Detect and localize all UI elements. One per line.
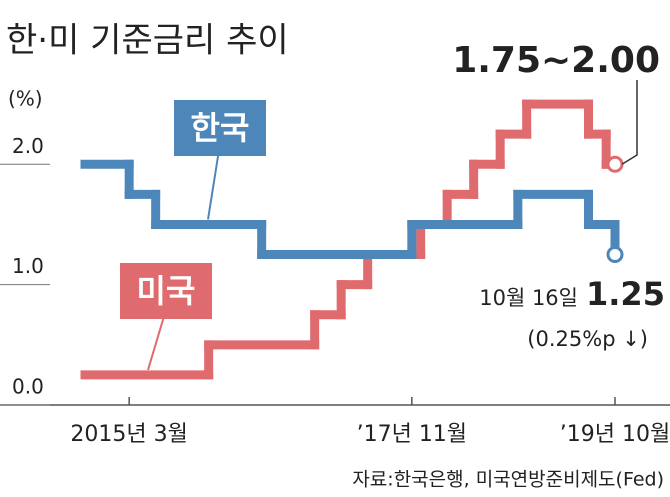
series-line xyxy=(80,159,620,260)
source: 자료:한국은행, 미국연방준비제도(Fed) xyxy=(352,469,664,491)
legend-label: 미국 xyxy=(137,272,196,310)
y-tick-label: 0.0 xyxy=(12,375,44,399)
callout xyxy=(621,80,638,165)
y-tick-label: 2.0 xyxy=(12,134,44,158)
y-axis-label: (%) xyxy=(8,87,43,111)
callout xyxy=(207,149,220,220)
date-label: 10월 16일 xyxy=(479,286,578,310)
legend-label: 한국 xyxy=(191,109,250,147)
value-label: 1.25 xyxy=(586,275,665,313)
x-tick-label: 2015년 3월 xyxy=(70,422,187,447)
us-range: 1.75~2.00 xyxy=(452,40,660,81)
x-tick-label: ’19년 10월 xyxy=(560,422,670,447)
end-marker xyxy=(606,155,624,173)
y-tick-label: 1.0 xyxy=(12,254,44,278)
end-marker xyxy=(606,246,624,264)
callout xyxy=(147,312,166,371)
legend-box xyxy=(120,263,212,319)
chart-title: 한·미 기준금리 추이 xyxy=(6,21,289,61)
legend-box xyxy=(174,100,266,156)
change-label: (0.25%p ↓) xyxy=(527,327,648,351)
x-tick-label: ’17년 11월 xyxy=(357,422,467,447)
